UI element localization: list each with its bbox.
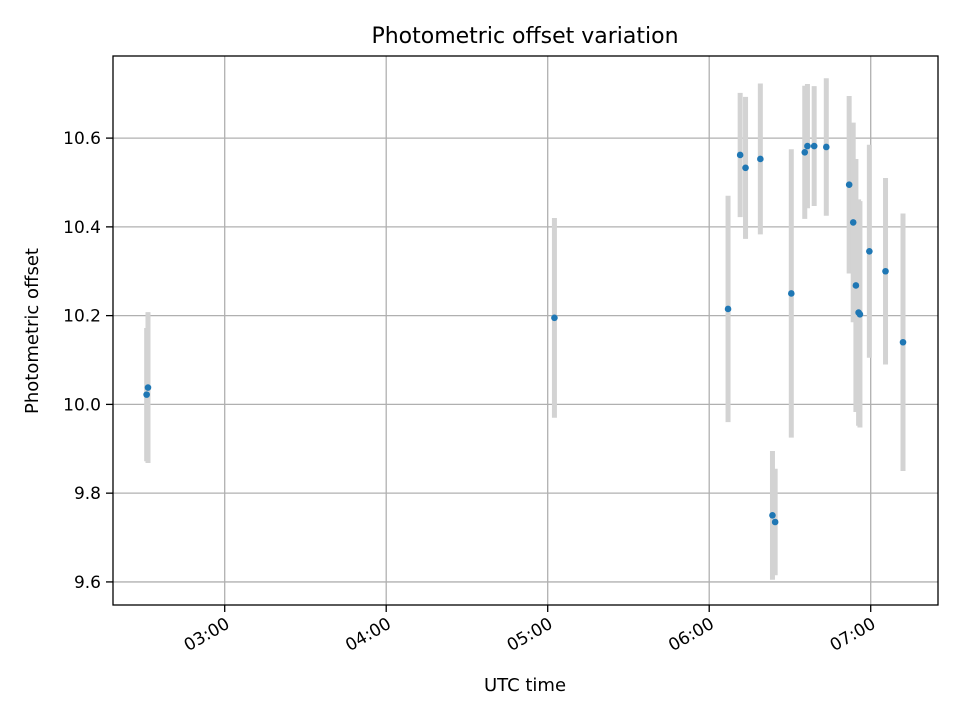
data-point bbox=[742, 164, 749, 172]
data-point bbox=[822, 143, 830, 151]
data-point bbox=[810, 142, 818, 150]
data-point bbox=[551, 314, 558, 322]
data-point bbox=[769, 512, 776, 519]
data-point bbox=[801, 149, 809, 156]
x-axis-label: UTC time bbox=[484, 675, 566, 696]
data-point bbox=[804, 142, 811, 150]
y-axis: 9.6 9.8 10.0 10.2 10.4 10.6 bbox=[63, 129, 113, 593]
data-point bbox=[856, 311, 864, 318]
data-point bbox=[144, 384, 152, 391]
data-point bbox=[724, 305, 732, 313]
chart-title: Photometric offset variation bbox=[371, 24, 678, 49]
y-tick-label: 9.8 bbox=[74, 484, 101, 504]
data-point bbox=[736, 151, 744, 159]
grid bbox=[113, 56, 938, 605]
y-tick-label: 10.0 bbox=[63, 395, 101, 415]
y-tick-label: 9.6 bbox=[74, 573, 101, 593]
y-tick-label: 10.2 bbox=[63, 307, 101, 327]
y-tick-label: 10.4 bbox=[63, 218, 101, 238]
data-point bbox=[852, 282, 860, 289]
data-point bbox=[849, 219, 857, 226]
data-point bbox=[845, 181, 853, 189]
data-point bbox=[143, 391, 150, 398]
y-axis-label: Photometric offset bbox=[22, 248, 43, 414]
plot-frame bbox=[112, 55, 939, 606]
data-point bbox=[771, 518, 779, 526]
data-point bbox=[899, 338, 907, 346]
data-point bbox=[882, 267, 889, 275]
data-point bbox=[788, 290, 795, 297]
data-point bbox=[757, 155, 764, 163]
data-points bbox=[143, 142, 907, 526]
y-tick-label: 10.6 bbox=[63, 129, 101, 149]
data-point bbox=[866, 247, 873, 255]
